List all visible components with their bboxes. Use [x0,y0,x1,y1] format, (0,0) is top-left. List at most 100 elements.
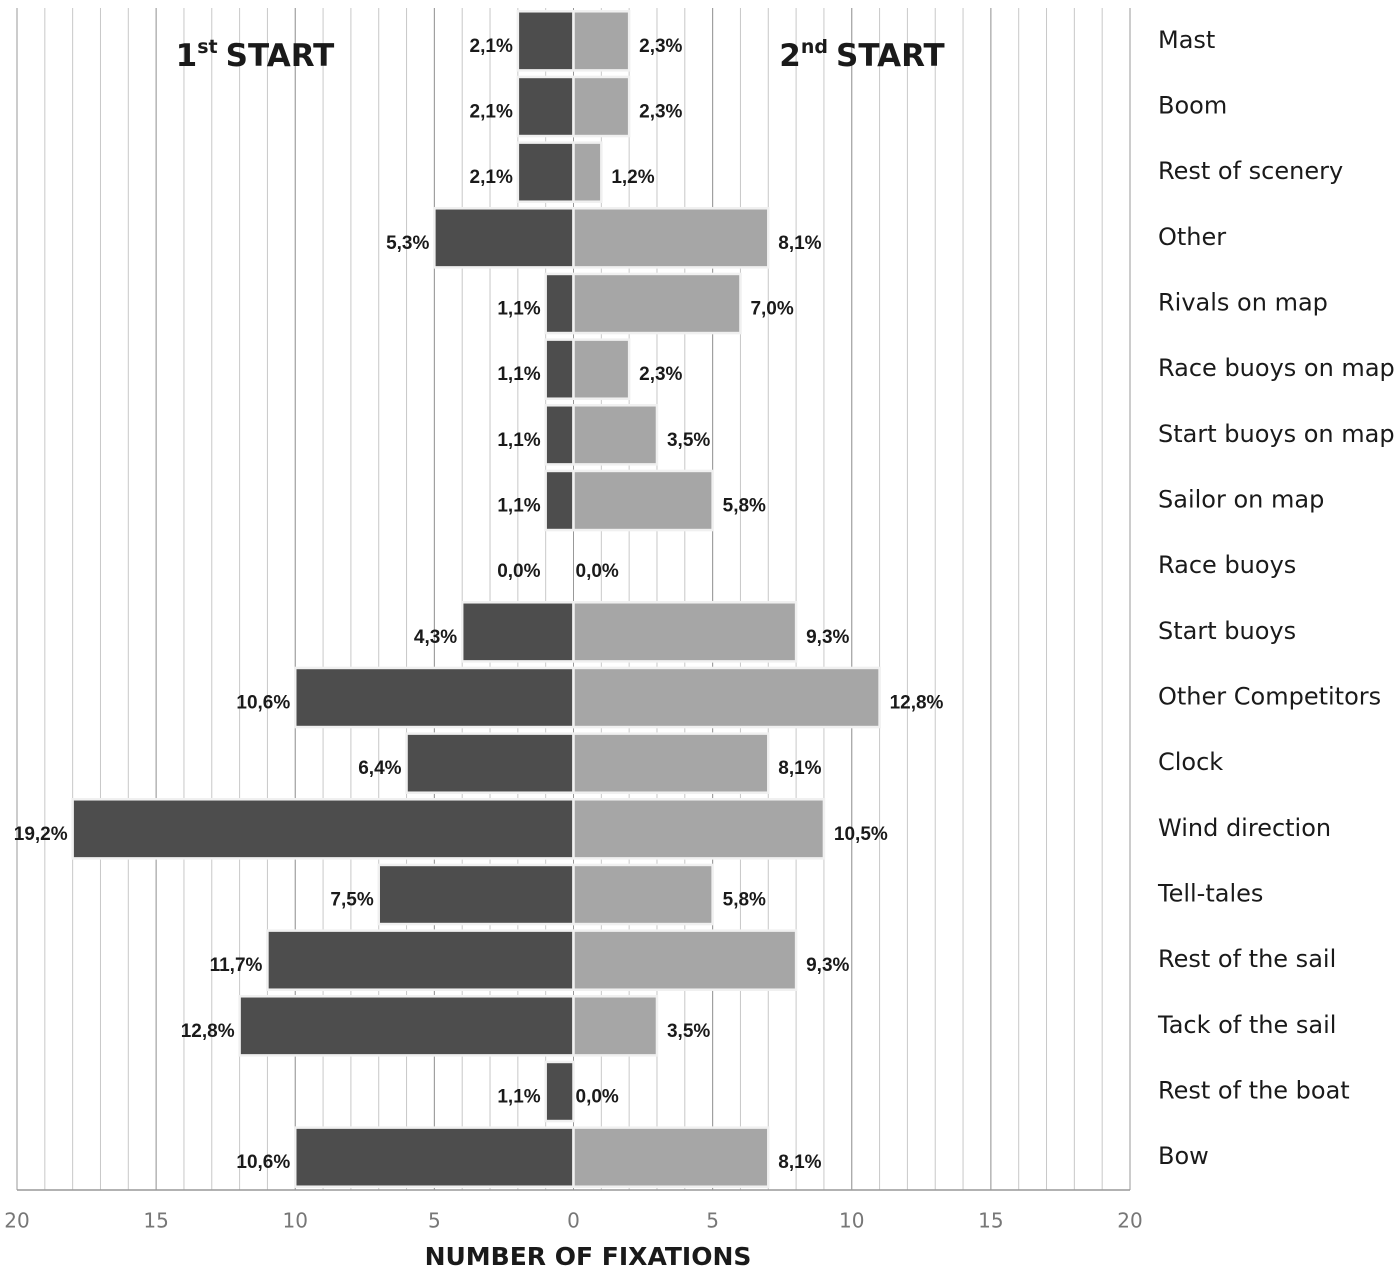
bar [572,929,798,991]
percentage-label: 6,4% [358,758,401,779]
category-label: Tack of the sail [1157,1011,1336,1039]
percentage-label: 5,8% [723,890,766,911]
percentage-label: 4,3% [414,627,457,648]
bar [572,338,631,400]
category-label: Start buoys on map [1158,420,1395,448]
percentage-label: 10,6% [236,693,290,714]
x-tick-label: 10 [839,1209,864,1233]
category-label: Sailor on map [1158,486,1324,514]
category-label: Wind direction [1158,814,1331,842]
category-label: Other [1158,223,1226,251]
percentage-label: 10,5% [834,824,888,845]
bar [405,732,575,794]
bar [572,863,714,926]
category-label: Tell-tales [1157,880,1263,908]
percentage-label: 0,0% [497,561,540,582]
x-tick-label: 10 [283,1209,308,1233]
percentage-label: 1,1% [497,430,540,451]
bar [238,995,575,1057]
percentage-label: 2,1% [470,102,513,123]
bar [294,666,575,729]
bar [294,1126,575,1188]
bar [572,272,742,335]
percentage-label: 1,1% [497,1087,540,1108]
bar [266,929,575,991]
bar [572,75,631,138]
category-label: Bow [1158,1142,1209,1170]
series-title-text: START [226,38,335,74]
bar [433,207,575,269]
percentage-label: 2,1% [470,36,513,57]
bar [572,469,714,532]
x-tick-label: 20 [1117,1209,1142,1233]
series-title-suffix: nd [801,36,828,58]
x-tick-label: 15 [978,1209,1003,1233]
percentage-label: 2,3% [639,102,682,123]
series-title: 1st START [176,36,335,74]
bar [572,666,881,729]
bar [544,338,575,400]
category-label: Rivals on map [1158,289,1328,317]
x-tick-label: 15 [143,1209,168,1233]
bar [544,272,575,335]
category-label: Race buoys on map [1158,354,1395,382]
category-label: Clock [1158,748,1223,776]
bar [71,798,575,860]
category-label: Start buoys [1158,617,1296,645]
percentage-label: 10,6% [236,1152,290,1173]
series-title-number: 1 [176,38,198,74]
percentage-label: 1,1% [497,496,540,517]
bar [516,141,575,203]
category-label: Mast [1158,26,1215,54]
bar [516,75,575,138]
bar [544,404,575,466]
category-label: Rest of the sail [1158,945,1336,973]
x-tick-label: 5 [706,1209,719,1233]
x-tick-label: 5 [428,1209,441,1233]
percentage-label: 1,1% [497,299,540,320]
series-title: 2nd START [779,36,944,74]
percentage-label: 7,5% [330,890,373,911]
bar [544,1060,575,1123]
bar [572,207,770,269]
bar [572,141,603,203]
percentage-label: 5,8% [723,496,766,517]
percentage-label: 2,3% [639,36,682,57]
percentage-label: 12,8% [181,1021,235,1042]
bar [516,10,575,72]
percentage-label: 8,1% [778,758,821,779]
bar [377,863,575,926]
bar [572,404,659,466]
series-title-text: START [836,38,945,74]
percentage-label: 0,0% [576,1087,619,1108]
bar [572,601,798,663]
category-label: Other Competitors [1158,683,1381,711]
x-tick-label: 0 [567,1209,580,1233]
percentage-label: 0,0% [576,561,619,582]
bar [572,10,631,72]
percentage-label: 8,1% [778,233,821,254]
percentage-label: 3,5% [667,1021,710,1042]
bar [572,1126,770,1188]
bar [572,995,659,1057]
x-tick-label: 20 [4,1209,29,1233]
percentage-label: 3,5% [667,430,710,451]
bar [460,601,575,663]
percentage-label: 7,0% [750,299,793,320]
percentage-label: 19,2% [14,824,68,845]
percentage-label: 12,8% [890,693,944,714]
category-label: Boom [1158,92,1227,120]
percentage-label: 2,3% [639,364,682,385]
percentage-label: 9,3% [806,627,849,648]
category-label: Rest of the boat [1158,1077,1350,1105]
percentage-label: 8,1% [778,1152,821,1173]
bar [572,732,770,794]
x-axis-label: NUMBER OF FIXATIONS [425,1242,752,1271]
category-label: Race buoys [1158,551,1296,579]
category-label: Rest of scenery [1158,157,1343,185]
bar [544,469,575,532]
bar [572,798,826,860]
percentage-label: 2,1% [470,167,513,188]
percentage-label: 11,7% [210,955,263,976]
